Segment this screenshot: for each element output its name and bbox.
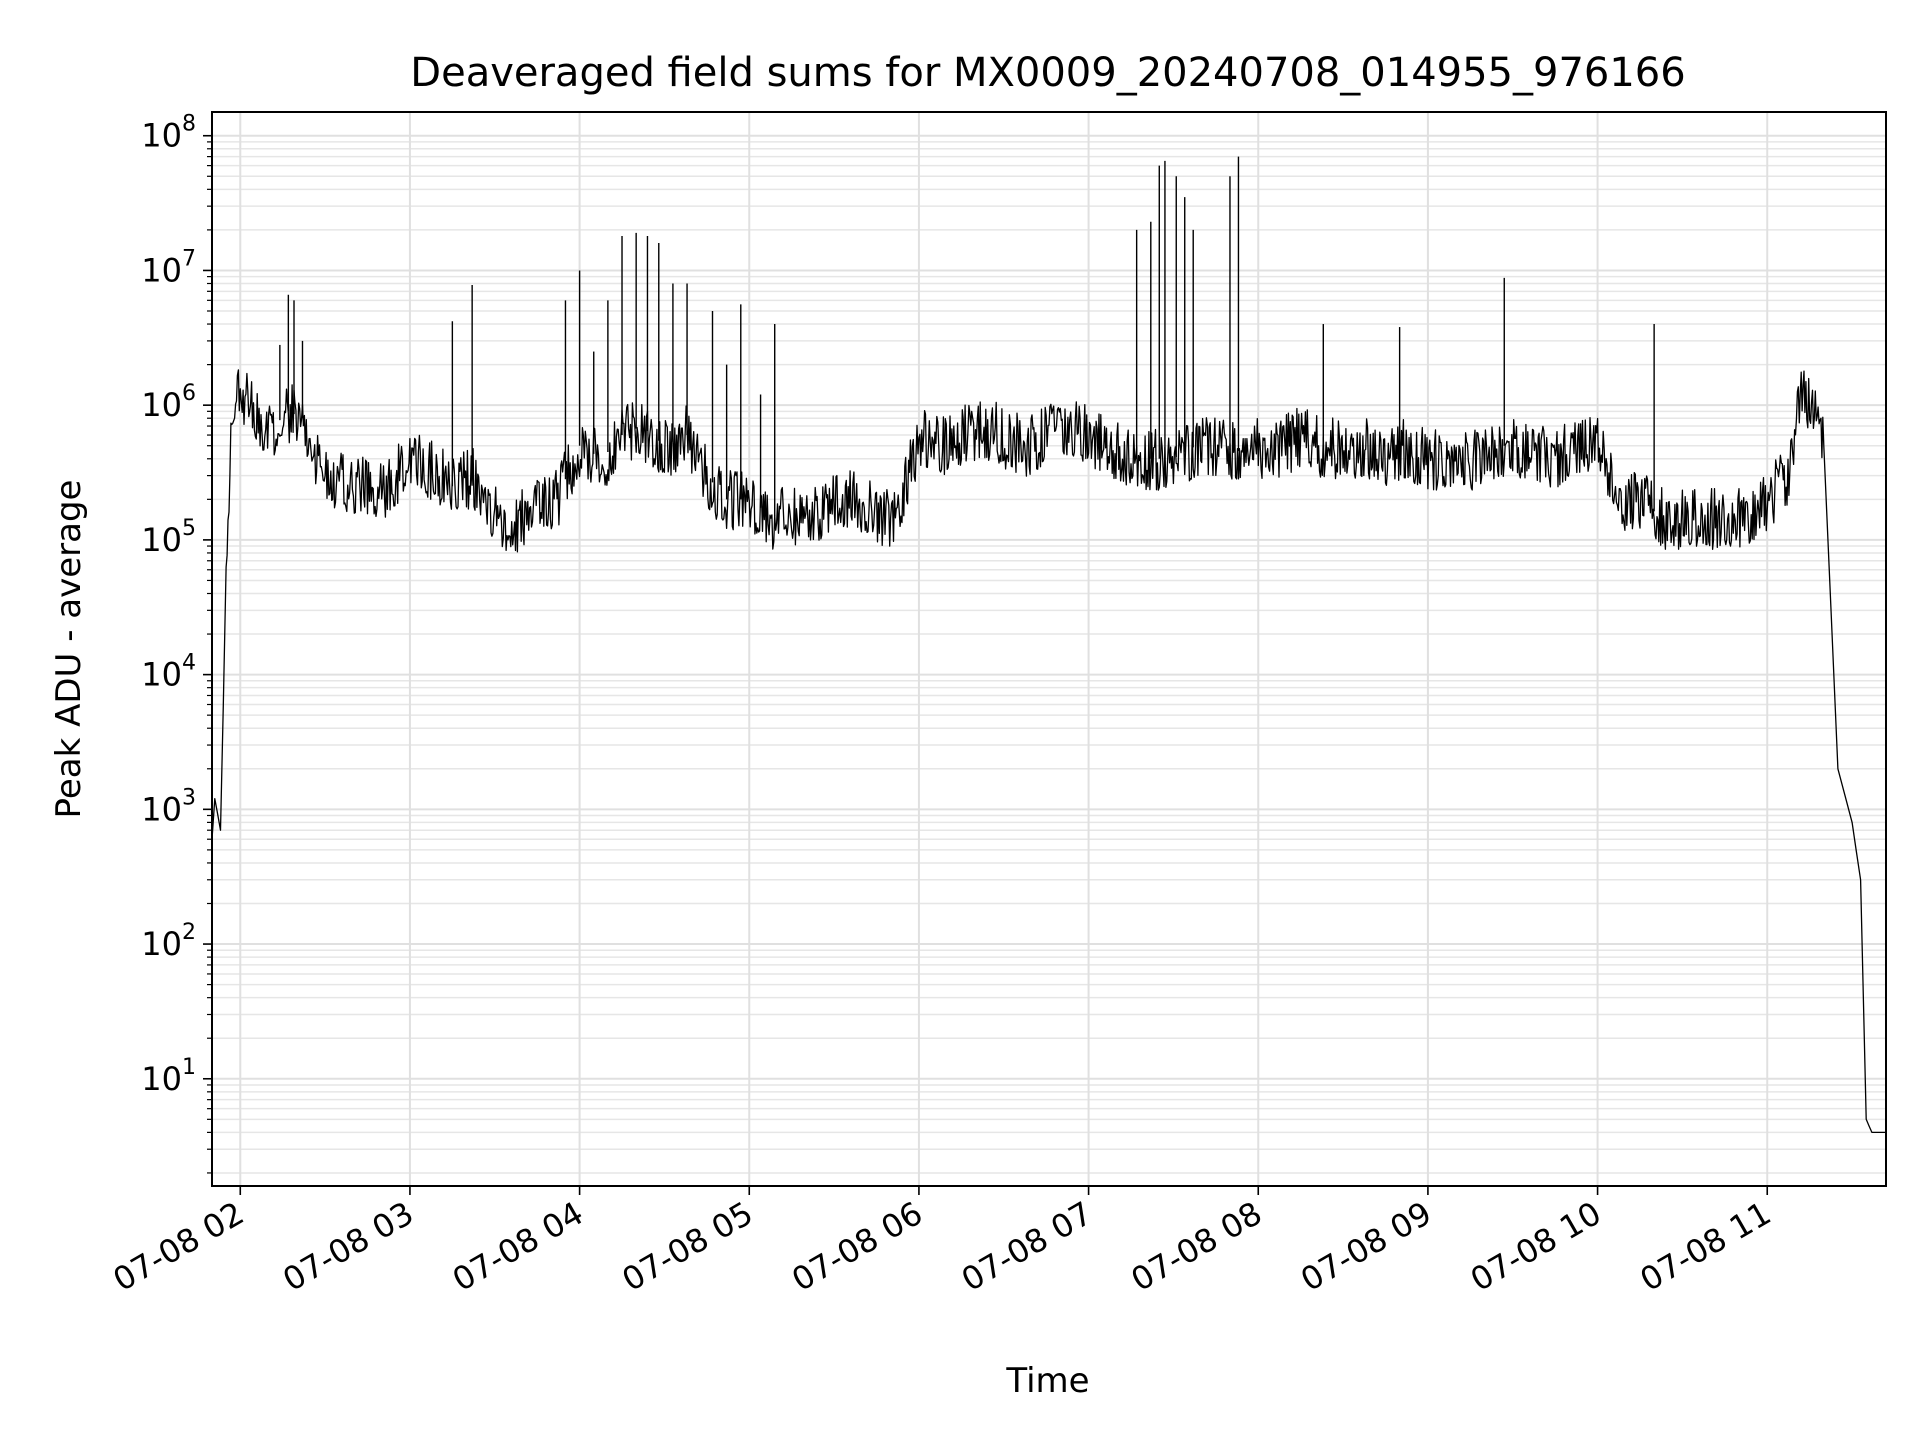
y-axis: 101 102 103 104 105 106 107 108 — [141, 112, 212, 1174]
y-axis-label: Peak ADU - average — [49, 480, 89, 819]
grid — [212, 112, 1886, 1186]
plot-frame — [211, 111, 1887, 1187]
y-tick-label: 106 — [141, 381, 196, 424]
chart-title: Deaveraged field sums for MX0009_2024070… — [410, 50, 1685, 96]
y-tick-label: 102 — [141, 920, 196, 963]
y-tick-label: 101 — [141, 1055, 196, 1098]
y-tick-label: 104 — [141, 651, 196, 694]
series-layer — [211, 156, 1886, 1134]
series-line — [211, 369, 1886, 1134]
y-tick-label: 108 — [141, 112, 196, 155]
y-tick-label: 103 — [141, 785, 196, 828]
y-tick-label: 107 — [141, 246, 196, 289]
x-axis-label: Time — [1005, 1361, 1089, 1401]
y-tick-label: 105 — [141, 516, 196, 559]
